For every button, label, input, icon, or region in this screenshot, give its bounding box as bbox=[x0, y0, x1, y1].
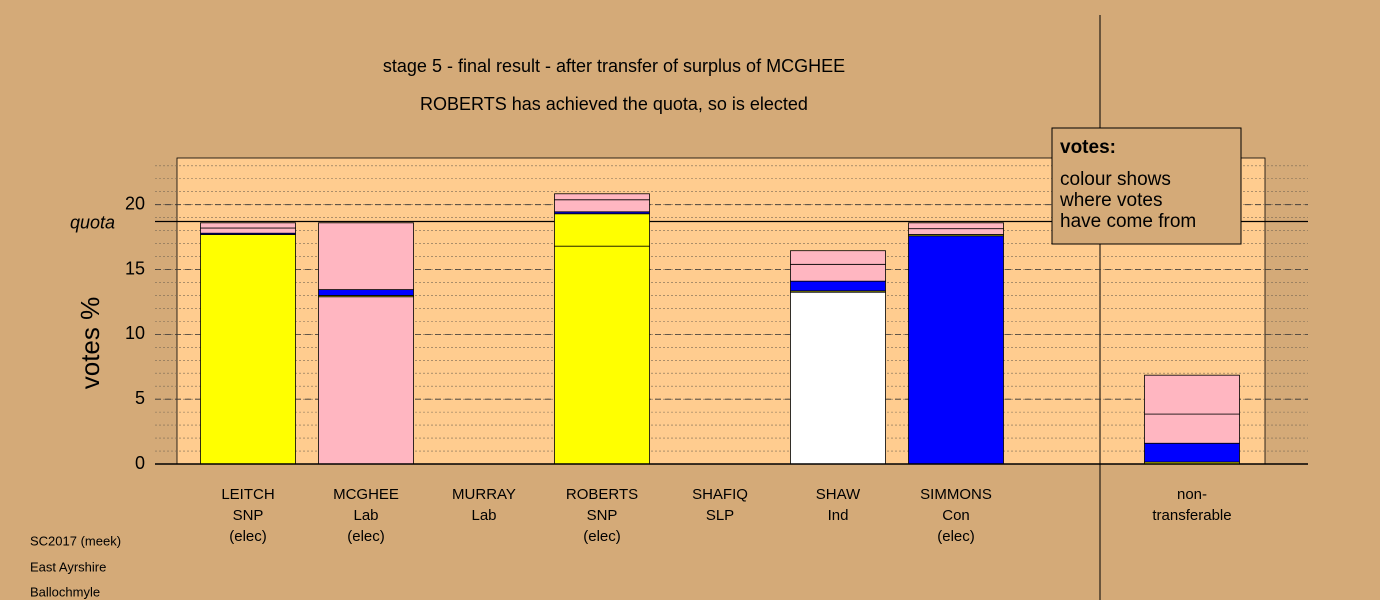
bar-segment bbox=[790, 291, 886, 465]
y-tick-label: 15 bbox=[125, 258, 145, 278]
x-tick-label: MCGHEE bbox=[333, 486, 399, 503]
x-tick-label: SHAW bbox=[816, 486, 861, 503]
bar-segment bbox=[790, 250, 886, 265]
bar-segment bbox=[318, 296, 414, 465]
x-tick-label: Ind bbox=[828, 507, 849, 524]
layer: 0 5 10 15 20 quota LEITCH SNP (elec) MCGHEE Lab (el… bbox=[70, 165, 1308, 545]
x-tick-label: MURRAY bbox=[452, 486, 516, 503]
y-tick-label: 0 bbox=[135, 453, 145, 473]
bar-segment bbox=[200, 227, 296, 234]
footer: East Ayrshire bbox=[30, 559, 106, 574]
x-tick-label: Con bbox=[942, 507, 970, 524]
bar-segment bbox=[554, 199, 650, 213]
bar-segment bbox=[1144, 442, 1240, 463]
footer: Ballochmyle bbox=[30, 584, 100, 599]
x-tick-label: SNP bbox=[233, 507, 264, 524]
x-tick-label: non- bbox=[1177, 486, 1207, 503]
y-tick-label: 10 bbox=[125, 323, 145, 343]
x-tick-label: transferable bbox=[1152, 507, 1231, 524]
bar-segment bbox=[554, 213, 650, 247]
legend-text: colour shows bbox=[1060, 169, 1171, 190]
bar-segment bbox=[554, 245, 650, 465]
legend-title: votes: bbox=[1060, 137, 1116, 158]
x-tick-label: (elec) bbox=[229, 528, 267, 545]
footer: SC2017 (meek) bbox=[30, 533, 121, 548]
bar-segment bbox=[200, 234, 296, 465]
x-tick-label: (elec) bbox=[937, 528, 975, 545]
bar-segment bbox=[908, 222, 1004, 230]
x-tick-label: ROBERTS bbox=[566, 486, 638, 503]
legend-box bbox=[1051, 127, 1242, 245]
bar-segment bbox=[554, 193, 650, 201]
legend: votes: colour shows where votes have com… bbox=[1051, 127, 1242, 245]
x-tick-label: Lab bbox=[471, 507, 496, 524]
x-tick-label: Lab bbox=[353, 507, 378, 524]
x-tick-label: (elec) bbox=[583, 528, 621, 545]
bar-segment bbox=[790, 263, 886, 282]
bar-segment bbox=[1144, 413, 1240, 444]
bar-segment bbox=[908, 235, 1004, 465]
chart-subtitle: ROBERTS has achieved the quota, so is el… bbox=[420, 94, 808, 114]
legend-text: where votes bbox=[1059, 190, 1162, 211]
x-tick-label: SNP bbox=[587, 507, 618, 524]
x-tick-label: SIMMONS bbox=[920, 486, 992, 503]
y-tick-label: 20 bbox=[125, 193, 145, 213]
bar-segment bbox=[318, 289, 414, 296]
quota-label: quota bbox=[70, 212, 115, 232]
x-tick-label: LEITCH bbox=[221, 486, 274, 503]
legend-text: have come from bbox=[1060, 211, 1196, 232]
y-axis-label: votes % bbox=[75, 297, 105, 390]
chart-title: stage 5 - final result - after transfer … bbox=[383, 56, 845, 76]
bar-segment bbox=[908, 228, 1004, 235]
x-tick-label: (elec) bbox=[347, 528, 385, 545]
bar-segment bbox=[1144, 374, 1240, 415]
x-tick-label: SLP bbox=[706, 507, 734, 524]
y-tick-label: 5 bbox=[135, 388, 145, 408]
bar-segment bbox=[318, 222, 414, 291]
bar-segment bbox=[200, 222, 296, 229]
bar-segment bbox=[790, 280, 886, 292]
x-tick-label: SHAFIQ bbox=[692, 486, 748, 503]
